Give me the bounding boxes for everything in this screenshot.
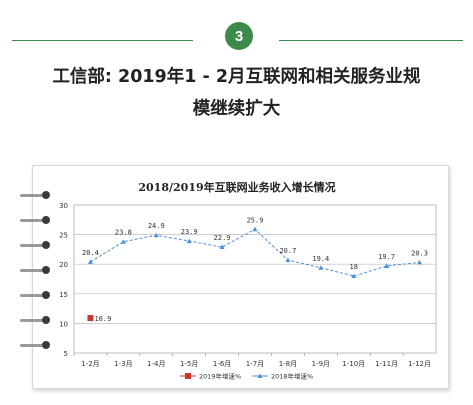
binder-ring-hole bbox=[42, 191, 50, 199]
x-tick-label: 1-7月 bbox=[246, 360, 264, 368]
data-point-marker bbox=[120, 239, 126, 244]
binder-ring-hole bbox=[42, 341, 50, 349]
binder-ring-wire bbox=[20, 219, 44, 222]
y-tick-label: 10 bbox=[59, 320, 68, 328]
x-tick-label: 1-4月 bbox=[147, 360, 165, 368]
legend-marker bbox=[185, 373, 191, 379]
binder-ring bbox=[20, 190, 54, 200]
binder-ring-wire bbox=[20, 294, 44, 297]
data-label: 23.8 bbox=[115, 229, 132, 237]
binder-ring-wire bbox=[20, 319, 44, 322]
binder-ring-hole bbox=[42, 291, 50, 299]
data-labels: 10.9 20.4 23.8 24.9 23.9 22.9 25.9 20.7 19.4 18 19… bbox=[82, 216, 428, 323]
data-point-marker bbox=[285, 257, 291, 263]
binder-ring bbox=[20, 240, 54, 250]
y-tick-label: 5 bbox=[64, 350, 68, 358]
binder-ring bbox=[20, 315, 54, 325]
binder-ring-hole bbox=[42, 241, 50, 249]
headline-line-1: 工信部: 2019年1 - 2月互联网和相关服务业规 bbox=[52, 67, 421, 87]
data-label: 19.4 bbox=[312, 255, 329, 263]
binder-ring bbox=[20, 290, 54, 300]
x-tick-label: 1-10月 bbox=[342, 360, 365, 368]
binder-ring bbox=[20, 340, 54, 350]
data-point-marker bbox=[384, 263, 390, 268]
binder-ring-hole bbox=[42, 216, 50, 224]
data-label: 20.7 bbox=[279, 247, 296, 255]
x-tick-label: 1-3月 bbox=[114, 360, 132, 368]
y-tick-label: 15 bbox=[59, 291, 68, 299]
x-tick-label: 1-11月 bbox=[375, 360, 398, 368]
data-point-marker bbox=[351, 273, 357, 279]
data-label: 10.9 bbox=[94, 315, 111, 323]
legend: 2019年增速% 2018年增速% bbox=[180, 372, 313, 381]
y-tick-label: 25 bbox=[59, 232, 68, 240]
gridlines bbox=[74, 204, 436, 354]
x-tick-label: 1-12月 bbox=[408, 360, 431, 368]
data-point-marker bbox=[87, 315, 94, 322]
binder-rings bbox=[20, 180, 54, 380]
y-axis: 5 10 15 20 25 30 bbox=[59, 202, 68, 358]
chart-title: 2018/2019年互联网业务收入增长情况 bbox=[138, 180, 335, 194]
data-point-marker bbox=[87, 259, 93, 264]
legend-label: 2019年增速% bbox=[199, 372, 241, 381]
legend-label: 2018年增速% bbox=[271, 372, 313, 381]
x-tick-label: 1-9月 bbox=[312, 360, 330, 368]
data-label: 18 bbox=[350, 263, 358, 271]
binder-ring-hole bbox=[42, 266, 50, 274]
series-markers bbox=[87, 226, 423, 322]
section-number-badge: 3 bbox=[225, 22, 253, 50]
data-label: 22.9 bbox=[214, 234, 231, 242]
data-point-marker bbox=[318, 265, 324, 270]
x-axis: 1-2月 1-3月 1-4月 1-5月 1-6月 1-7月 1-8月 1-9月 1-10月 1-1… bbox=[73, 353, 431, 368]
x-tick-label: 1-2月 bbox=[81, 360, 99, 368]
data-label: 24.9 bbox=[148, 222, 165, 230]
data-point-marker bbox=[153, 232, 159, 238]
data-label: 23.9 bbox=[181, 228, 198, 236]
legend-marker bbox=[257, 373, 263, 378]
divider-left bbox=[12, 40, 193, 41]
binder-ring-hole bbox=[42, 316, 50, 324]
data-label: 19.7 bbox=[378, 253, 395, 261]
data-label: 25.9 bbox=[247, 216, 264, 224]
binder-ring-wire bbox=[20, 344, 44, 347]
data-label: 20.4 bbox=[82, 249, 99, 257]
y-tick-label: 20 bbox=[59, 261, 68, 269]
binder-ring bbox=[20, 265, 54, 275]
x-tick-label: 1-6月 bbox=[213, 360, 231, 368]
x-tick-label: 1-5月 bbox=[180, 360, 198, 368]
headline-line-2: 模继续扩大 bbox=[192, 99, 281, 119]
binder-ring-wire bbox=[20, 244, 44, 247]
binder-ring bbox=[20, 215, 54, 225]
divider-right bbox=[279, 40, 463, 41]
y-tick-label: 30 bbox=[59, 202, 68, 210]
binder-ring-wire bbox=[20, 194, 44, 197]
data-point-marker bbox=[186, 238, 192, 244]
data-point-marker bbox=[417, 259, 423, 265]
binder-ring-wire bbox=[20, 269, 44, 272]
data-label: 20.3 bbox=[411, 249, 428, 257]
x-tick-label: 1-8月 bbox=[279, 360, 297, 368]
data-point-marker bbox=[252, 226, 258, 232]
data-point-marker bbox=[219, 244, 225, 250]
